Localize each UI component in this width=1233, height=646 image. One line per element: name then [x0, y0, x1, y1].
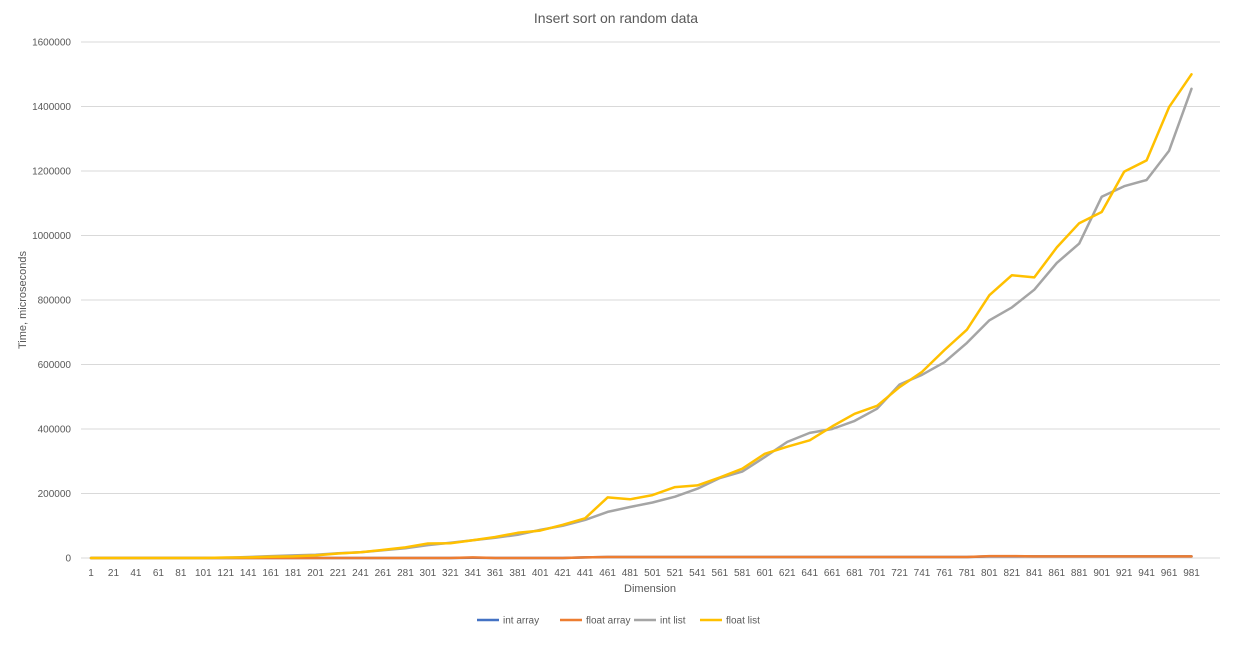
- x-tick-label: 441: [577, 568, 594, 579]
- x-tick-label: 861: [1048, 568, 1065, 579]
- x-tick-label: 41: [130, 568, 142, 579]
- y-tick-label: 600000: [38, 360, 72, 371]
- x-tick-label: 101: [195, 568, 212, 579]
- x-tick-label: 921: [1116, 568, 1133, 579]
- x-tick-label: 741: [914, 568, 931, 579]
- x-tick-label: 681: [846, 568, 863, 579]
- y-tick-label: 1200000: [32, 167, 71, 178]
- x-tick-label: 81: [175, 568, 187, 579]
- x-tick-label: 21: [108, 568, 120, 579]
- gridlines: [81, 41, 1220, 559]
- legend-item: float list: [700, 616, 760, 627]
- x-tick-label: 521: [667, 568, 684, 579]
- x-tick-label: 61: [153, 568, 165, 579]
- series-lines: [89, 73, 1193, 560]
- x-tick-label: 361: [487, 568, 504, 579]
- x-tick-label: 141: [240, 568, 257, 579]
- x-tick-label: 321: [442, 568, 459, 579]
- x-tick-label: 561: [712, 568, 729, 579]
- series-line-float-array: [89, 554, 1193, 560]
- x-tick-label: 121: [217, 568, 234, 579]
- x-tick-label: 241: [352, 568, 369, 579]
- x-tick-label: 701: [869, 568, 886, 579]
- x-tick-label: 341: [464, 568, 481, 579]
- y-tick-label: 1600000: [32, 38, 71, 49]
- y-tick-label: 0: [65, 554, 71, 565]
- x-tick-label: 601: [756, 568, 773, 579]
- legend: int array float array int list float list: [477, 616, 760, 627]
- x-tick-label: 841: [1026, 568, 1043, 579]
- x-axis-title: Dimension: [624, 583, 676, 595]
- x-tick-label: 941: [1138, 568, 1155, 579]
- x-tick-label: 781: [959, 568, 976, 579]
- x-tick-label: 501: [644, 568, 661, 579]
- x-tick-label: 421: [554, 568, 571, 579]
- series-line-float-list: [89, 73, 1193, 560]
- x-tick-label: 281: [397, 568, 414, 579]
- x-tick-label: 201: [307, 568, 324, 579]
- x-tick-label: 381: [509, 568, 526, 579]
- x-tick-label: 961: [1161, 568, 1178, 579]
- x-axis-tick-labels: 1 21 41 61 81 101 121 141 161 181 201 221 241 261 281 3…: [88, 568, 1200, 579]
- x-tick-label: 641: [801, 568, 818, 579]
- legend-item: float array: [560, 616, 630, 627]
- x-tick-label: 981: [1183, 568, 1200, 579]
- y-tick-label: 1400000: [32, 102, 71, 113]
- x-tick-label: 1: [88, 568, 94, 579]
- y-tick-label: 800000: [38, 296, 72, 307]
- x-tick-label: 401: [532, 568, 549, 579]
- x-tick-label: 821: [1004, 568, 1021, 579]
- chart-title: Insert sort on random data: [534, 10, 698, 26]
- x-tick-label: 901: [1093, 568, 1110, 579]
- x-tick-label: 181: [285, 568, 302, 579]
- x-tick-label: 761: [936, 568, 953, 579]
- x-tick-label: 721: [891, 568, 908, 579]
- x-tick-label: 881: [1071, 568, 1088, 579]
- y-tick-label: 400000: [38, 425, 72, 436]
- y-tick-label: 1000000: [32, 231, 71, 242]
- legend-item: int array: [477, 616, 539, 627]
- y-axis-tick-labels: 0 200000 400000 600000 800000 1000000 1200000 1…: [32, 38, 71, 565]
- x-tick-label: 621: [779, 568, 796, 579]
- x-tick-label: 461: [599, 568, 616, 579]
- x-tick-label: 481: [622, 568, 639, 579]
- y-axis-title: Time, microseconds: [17, 251, 29, 350]
- y-tick-label: 200000: [38, 489, 72, 500]
- x-tick-label: 221: [330, 568, 347, 579]
- legend-label: int list: [660, 616, 686, 627]
- x-tick-label: 801: [981, 568, 998, 579]
- legend-label: int array: [503, 616, 539, 627]
- x-tick-label: 161: [262, 568, 279, 579]
- legend-item: int list: [634, 616, 686, 627]
- legend-label: float array: [586, 616, 630, 627]
- x-tick-label: 581: [734, 568, 751, 579]
- x-tick-label: 661: [824, 568, 841, 579]
- legend-label: float list: [726, 616, 760, 627]
- x-tick-label: 541: [689, 568, 706, 579]
- x-tick-label: 301: [420, 568, 437, 579]
- x-tick-label: 261: [375, 568, 392, 579]
